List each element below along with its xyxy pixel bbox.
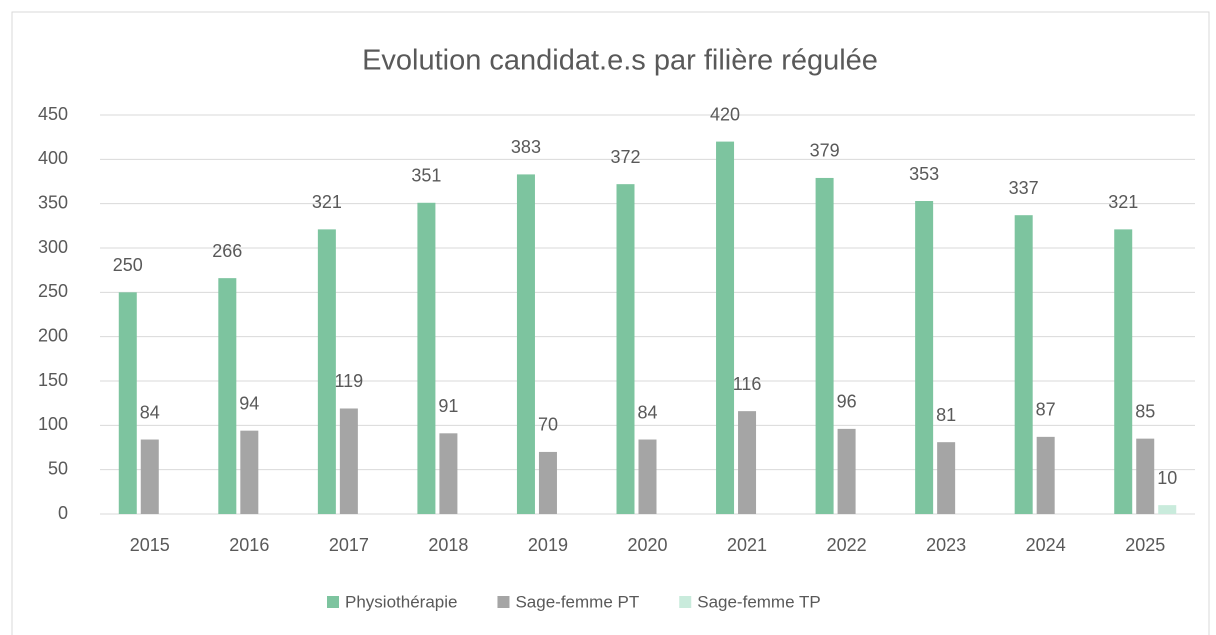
bar [915,201,934,515]
legend-label: Sage-femme PT [515,592,639,611]
bar [317,229,336,514]
y-tick-label: 300 [38,237,68,257]
data-label: 91 [438,396,458,416]
x-tick-label: 2015 [130,535,170,555]
bar [218,278,237,514]
data-label: 70 [538,415,558,435]
chart-title: Evolution candidat.e.s par filière régul… [362,45,878,77]
bar [716,141,735,514]
data-label: 383 [511,137,541,157]
data-label: 420 [710,104,740,124]
data-label: 353 [909,164,939,184]
bar [439,433,458,514]
bar [240,430,259,514]
legend-swatch [679,596,692,608]
x-tick-label: 2021 [727,535,767,555]
data-label: 84 [637,402,657,422]
bar [140,439,159,514]
x-tick-label: 2020 [627,535,667,555]
data-label: 81 [936,405,956,425]
x-tick-label: 2017 [329,535,369,555]
data-label: 10 [1157,468,1177,488]
bar [516,174,535,514]
data-label: 321 [312,192,342,212]
bar [1036,436,1055,514]
bar [937,442,956,514]
legend-swatch [497,596,510,608]
y-tick-label: 50 [48,458,68,478]
bar [417,202,436,514]
data-label: 85 [1135,401,1155,421]
y-tick-label: 450 [38,104,68,124]
bar [538,451,557,514]
data-label: 250 [113,255,143,275]
bar [616,184,635,514]
data-label: 84 [140,402,160,422]
x-tick-label: 2019 [528,535,568,555]
data-label: 87 [1036,400,1056,420]
bar [738,411,757,514]
y-tick-label: 250 [38,281,68,301]
data-label: 116 [733,374,762,394]
bar [339,408,358,514]
data-label: 266 [212,241,242,261]
x-tick-label: 2024 [1026,535,1066,555]
bar [1114,229,1133,514]
x-tick-label: 2016 [229,535,269,555]
y-tick-label: 150 [38,370,68,390]
data-label: 321 [1108,192,1138,212]
bar [815,177,834,514]
data-label: 337 [1009,178,1039,198]
legend-swatch [327,596,339,608]
x-tick-label: 2018 [428,535,468,555]
chart-frame [11,11,1210,635]
y-tick-label: 0 [58,503,68,523]
bar [1136,438,1155,514]
y-tick-label: 350 [38,192,68,212]
data-label: 94 [239,393,259,413]
y-tick-label: 100 [38,414,68,434]
data-label: 372 [610,147,640,167]
x-tick-label: 2025 [1125,535,1165,555]
data-label: 379 [810,141,840,161]
data-label: 96 [837,392,857,412]
x-tick-label: 2023 [926,535,966,555]
data-label: 119 [335,371,364,391]
y-tick-label: 400 [38,148,68,168]
x-tick-label: 2022 [827,535,867,555]
bar [638,439,657,514]
bar [837,428,856,514]
data-label: 351 [411,166,441,186]
bar [1014,215,1033,514]
legend-label: Sage-femme TP [697,592,820,611]
bar [118,292,137,514]
bar [1158,505,1177,514]
y-tick-label: 200 [38,325,68,345]
legend-label: Physiothérapie [345,592,457,611]
